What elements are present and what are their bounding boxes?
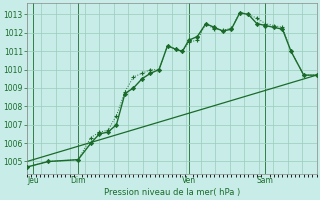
X-axis label: Pression niveau de la mer( hPa ): Pression niveau de la mer( hPa ) [104,188,240,197]
